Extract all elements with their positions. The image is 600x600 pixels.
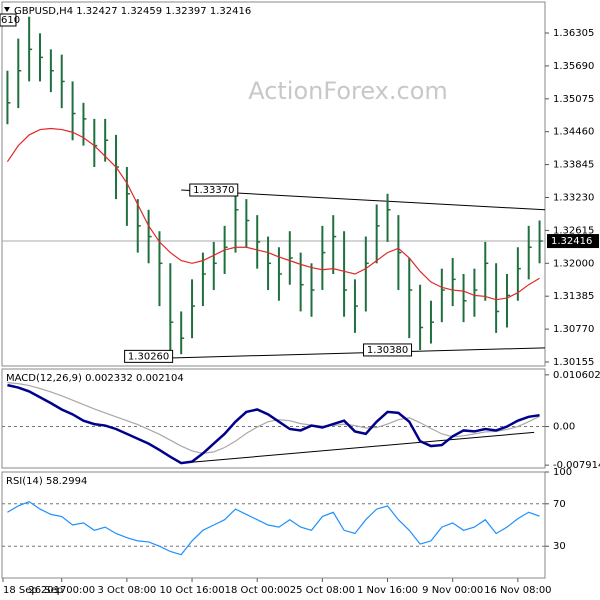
last-price-box <box>547 234 599 249</box>
corner-note-box <box>0 13 17 27</box>
x-tick-label: 3 Oct 08:00 <box>97 585 156 596</box>
annotation-box <box>189 183 239 197</box>
y-tick-label: 0.00 <box>553 422 575 433</box>
x-tick-label: 26 Sep 00:00 <box>28 585 95 596</box>
panel-frame <box>1 1 546 367</box>
x-tick-label: 10 Oct 16:00 <box>159 585 224 596</box>
x-tick-label: 18 Sep 2017 <box>3 585 66 596</box>
annotation-label: 1.30380 <box>367 345 408 356</box>
y-tick-label: 1.35075 <box>553 94 594 105</box>
y-tick-label: 30 <box>553 541 566 552</box>
panel-title: RSI(14) 58.2994 <box>6 476 87 487</box>
panel-title: GBPUSD,H4 1.32427 1.32459 1.32397 1.3241… <box>14 6 251 17</box>
annotation-label: 1.33370 <box>193 185 234 196</box>
panel-title: MACD(12,26,9) 0.002332 0.002104 <box>6 373 184 384</box>
indicator-line <box>7 501 540 556</box>
y-tick-label: 1.35690 <box>553 61 594 72</box>
trendline <box>170 347 546 359</box>
y-tick-label: 1.30155 <box>553 357 594 368</box>
y-tick-label: -0.007914 <box>553 460 600 471</box>
y-tick-label: 1.34460 <box>553 127 594 138</box>
x-tick-label: 1 Nov 16:00 <box>357 585 418 596</box>
y-tick-label: 1.31385 <box>553 291 594 302</box>
y-tick-label: 1.32615 <box>553 225 594 236</box>
y-tick-label: 1.33230 <box>553 193 594 204</box>
watermark: ActionForex.com <box>248 77 448 105</box>
x-tick-label: 16 Nov 08:00 <box>484 585 551 596</box>
y-tick-label: 70 <box>553 499 566 510</box>
panel-frame <box>1 368 546 469</box>
x-tick-label: 25 Oct 08:00 <box>290 585 355 596</box>
y-tick-label: 1.33845 <box>553 160 594 171</box>
y-tick-label: 0.010602 <box>553 370 600 381</box>
annotation-box <box>124 349 174 363</box>
annotation-box <box>363 343 413 357</box>
panel-frame <box>1 471 546 579</box>
y-tick-label: 1.30770 <box>553 324 594 335</box>
corner-note: 610 <box>1 15 20 26</box>
title-arrow <box>4 7 10 12</box>
trendline <box>181 431 535 464</box>
y-tick-label: 1.36305 <box>553 28 594 39</box>
y-tick-label: 100 <box>553 467 572 478</box>
x-tick-label: 18 Oct 00:00 <box>225 585 290 596</box>
trendline <box>181 189 546 211</box>
annotation-label: 1.30260 <box>128 351 169 362</box>
y-tick-label: 1.32000 <box>553 258 594 269</box>
indicator-line <box>7 383 540 465</box>
last-price-label: 1.32416 <box>551 236 592 247</box>
moving-average <box>6 127 540 301</box>
x-tick-label: 9 Nov 00:00 <box>422 585 483 596</box>
